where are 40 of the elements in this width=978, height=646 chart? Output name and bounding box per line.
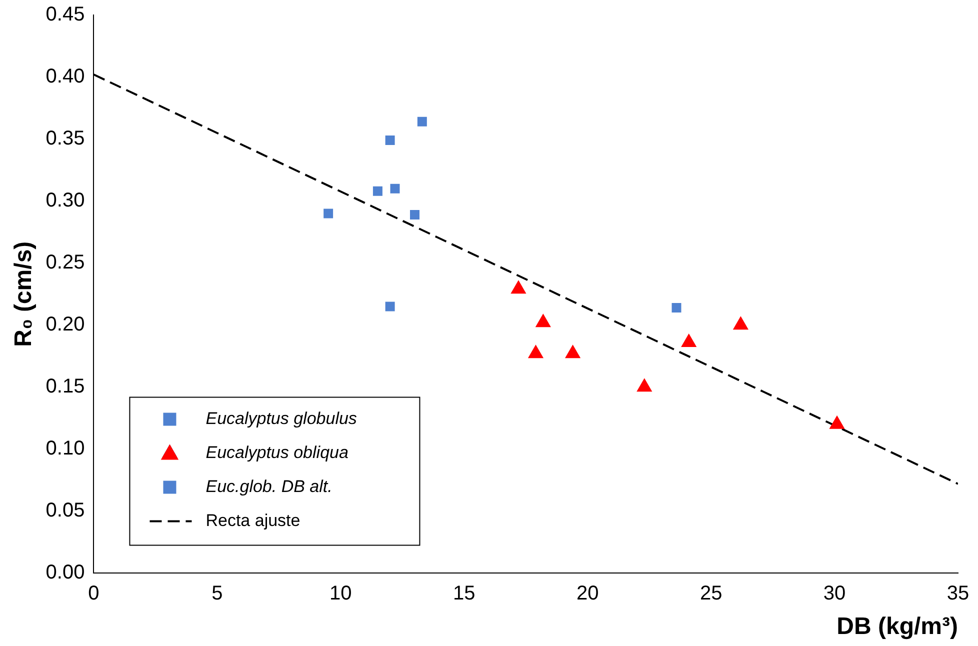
- x-tick-label: 5: [212, 582, 223, 605]
- point: [417, 116, 427, 126]
- x-tick-label: 25: [700, 582, 722, 605]
- point: [830, 416, 844, 429]
- y-tick-label: 0.20: [46, 314, 85, 336]
- point: [385, 302, 395, 312]
- x-tick-label: 0: [88, 582, 100, 605]
- y-tick-label: 0.05: [46, 500, 85, 522]
- point: [390, 184, 400, 194]
- point: [681, 334, 696, 347]
- point: [385, 136, 395, 146]
- x-axis-title: DB (kg/m³): [836, 613, 958, 640]
- point: [410, 210, 420, 220]
- y-tick-label: 0.40: [46, 66, 85, 88]
- y-tick-label: 0.35: [46, 128, 85, 150]
- point: [528, 345, 544, 358]
- y-tick-label: 0.25: [46, 252, 85, 274]
- point: [372, 186, 382, 196]
- point: [672, 303, 682, 312]
- point: [324, 208, 334, 218]
- y-tick-label: 0.30: [46, 190, 85, 212]
- x-tick-label: 30: [823, 582, 846, 605]
- point: [511, 280, 526, 294]
- y-tick-label: 0.45: [46, 4, 85, 26]
- legend-label: Recta ajuste: [206, 510, 300, 530]
- x-tick-label: 20: [576, 582, 599, 605]
- x-tick-label: 15: [453, 582, 476, 605]
- legend-label: Eucalyptus globulus: [206, 408, 358, 428]
- legend-label: Eucalyptus obliqua: [206, 442, 348, 462]
- point: [733, 316, 748, 330]
- y-tick-label: 0.00: [46, 562, 85, 584]
- y-tick-label: 0.15: [46, 376, 85, 398]
- point: [565, 345, 580, 358]
- y-tick-label: 0.10: [46, 438, 85, 460]
- legend-label: Euc.glob. DB alt.: [206, 476, 332, 496]
- point: [536, 314, 551, 328]
- x-tick-label: 10: [330, 582, 352, 605]
- x-tick-label: 35: [946, 582, 970, 605]
- y-axis-title: R₀ (cm/s): [10, 241, 38, 347]
- point: [636, 378, 652, 392]
